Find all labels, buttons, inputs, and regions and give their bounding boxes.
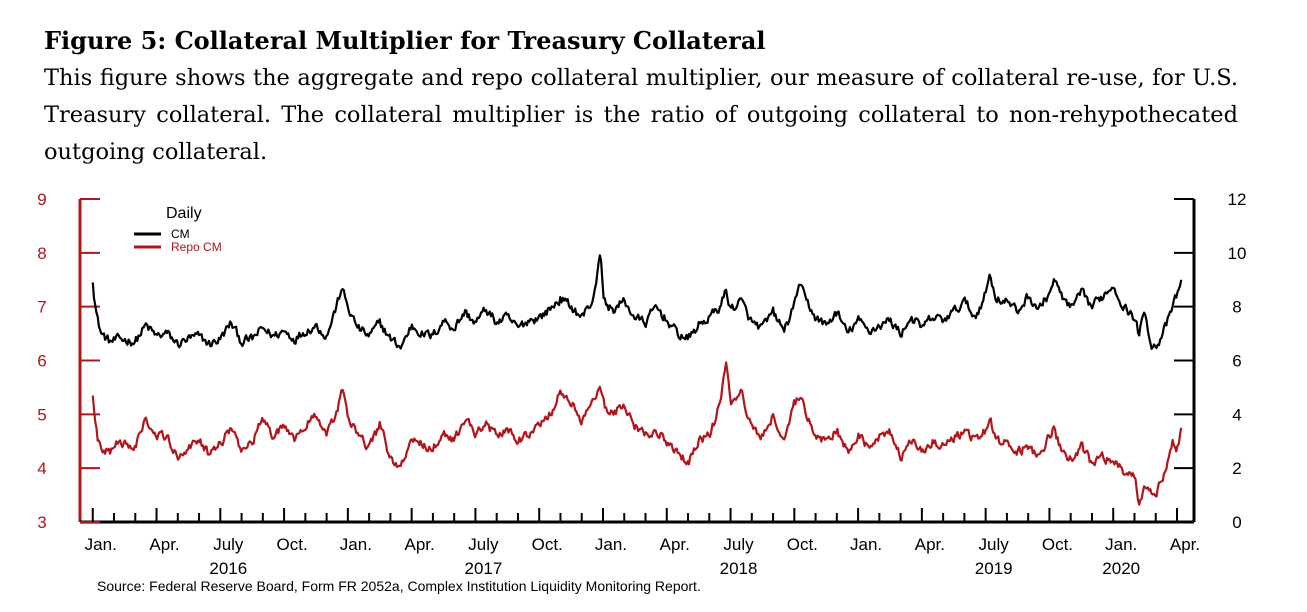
legend-title: Daily [166, 205, 202, 222]
x-year-label: 2018 [720, 559, 758, 578]
figure-title: Figure 5: Collateral Multiplier for Trea… [44, 26, 766, 55]
chart-axes [78, 199, 1196, 524]
x-tick-label: Jan. [340, 535, 372, 554]
collateral-multiplier-chart: 3 4 5 6 7 8 9 0 2 4 6 8 10 12 Jan. Apr. July Oct. Jan. Ap… [37, 190, 1246, 578]
cm-series-line [91, 254, 1183, 350]
left-axis-ticks: 3 4 5 6 7 8 9 [37, 190, 100, 532]
x-tick-label: Apr. [915, 535, 945, 554]
x-tick-label: Oct. [787, 535, 818, 554]
x-tick-label: Oct. [532, 535, 563, 554]
legend-label: Repo CM [171, 240, 222, 254]
x-tick-label: Oct. [1042, 535, 1073, 554]
x-tick-label: Jan. [595, 535, 627, 554]
left-tick-label: 5 [37, 405, 46, 424]
x-year-label: 2016 [209, 559, 247, 578]
x-tick-label: Apr. [660, 535, 690, 554]
x-tick-label: July [979, 535, 1010, 554]
x-tick-label: July [723, 535, 754, 554]
x-tick-label: Apr. [405, 535, 435, 554]
left-tick-label: 8 [37, 244, 46, 263]
x-tick-label: Jan. [850, 535, 882, 554]
right-tick-label: 6 [1232, 352, 1241, 371]
repo-cm-series-line [91, 361, 1183, 506]
right-tick-label: 0 [1232, 513, 1241, 532]
source-note: Source: Federal Reserve Board, Form FR 2… [97, 578, 701, 594]
right-tick-label: 12 [1228, 190, 1247, 209]
series-lines [91, 254, 1183, 506]
x-year-label: 2019 [975, 559, 1013, 578]
right-tick-label: 4 [1232, 405, 1241, 424]
x-tick-label: July [213, 535, 244, 554]
x-tick-label: Apr. [149, 535, 179, 554]
x-tick-label: Oct. [277, 535, 308, 554]
x-year-label: 2020 [1102, 559, 1140, 578]
right-axis-ticks: 0 2 4 6 8 10 12 [1174, 190, 1246, 532]
left-tick-label: 4 [37, 459, 46, 478]
left-tick-label: 3 [37, 513, 46, 532]
legend-label: CM [171, 227, 190, 241]
x-tick-label: Apr. [1170, 535, 1200, 554]
figure-caption: This figure shows the aggregate and repo… [44, 65, 1238, 165]
right-tick-label: 10 [1228, 244, 1247, 263]
x-year-label: 2017 [465, 559, 503, 578]
left-tick-label: 7 [37, 298, 46, 317]
right-tick-label: 8 [1232, 298, 1241, 317]
x-axis-ticks: Jan. Apr. July Oct. Jan. Apr. July Oct. Jan. Apr.… [85, 508, 1200, 578]
left-tick-label: 9 [37, 190, 46, 209]
x-tick-label: Jan. [85, 535, 117, 554]
x-tick-label: Jan. [1105, 535, 1137, 554]
right-tick-label: 2 [1232, 459, 1241, 478]
left-tick-label: 6 [37, 352, 46, 371]
x-tick-label: July [468, 535, 499, 554]
